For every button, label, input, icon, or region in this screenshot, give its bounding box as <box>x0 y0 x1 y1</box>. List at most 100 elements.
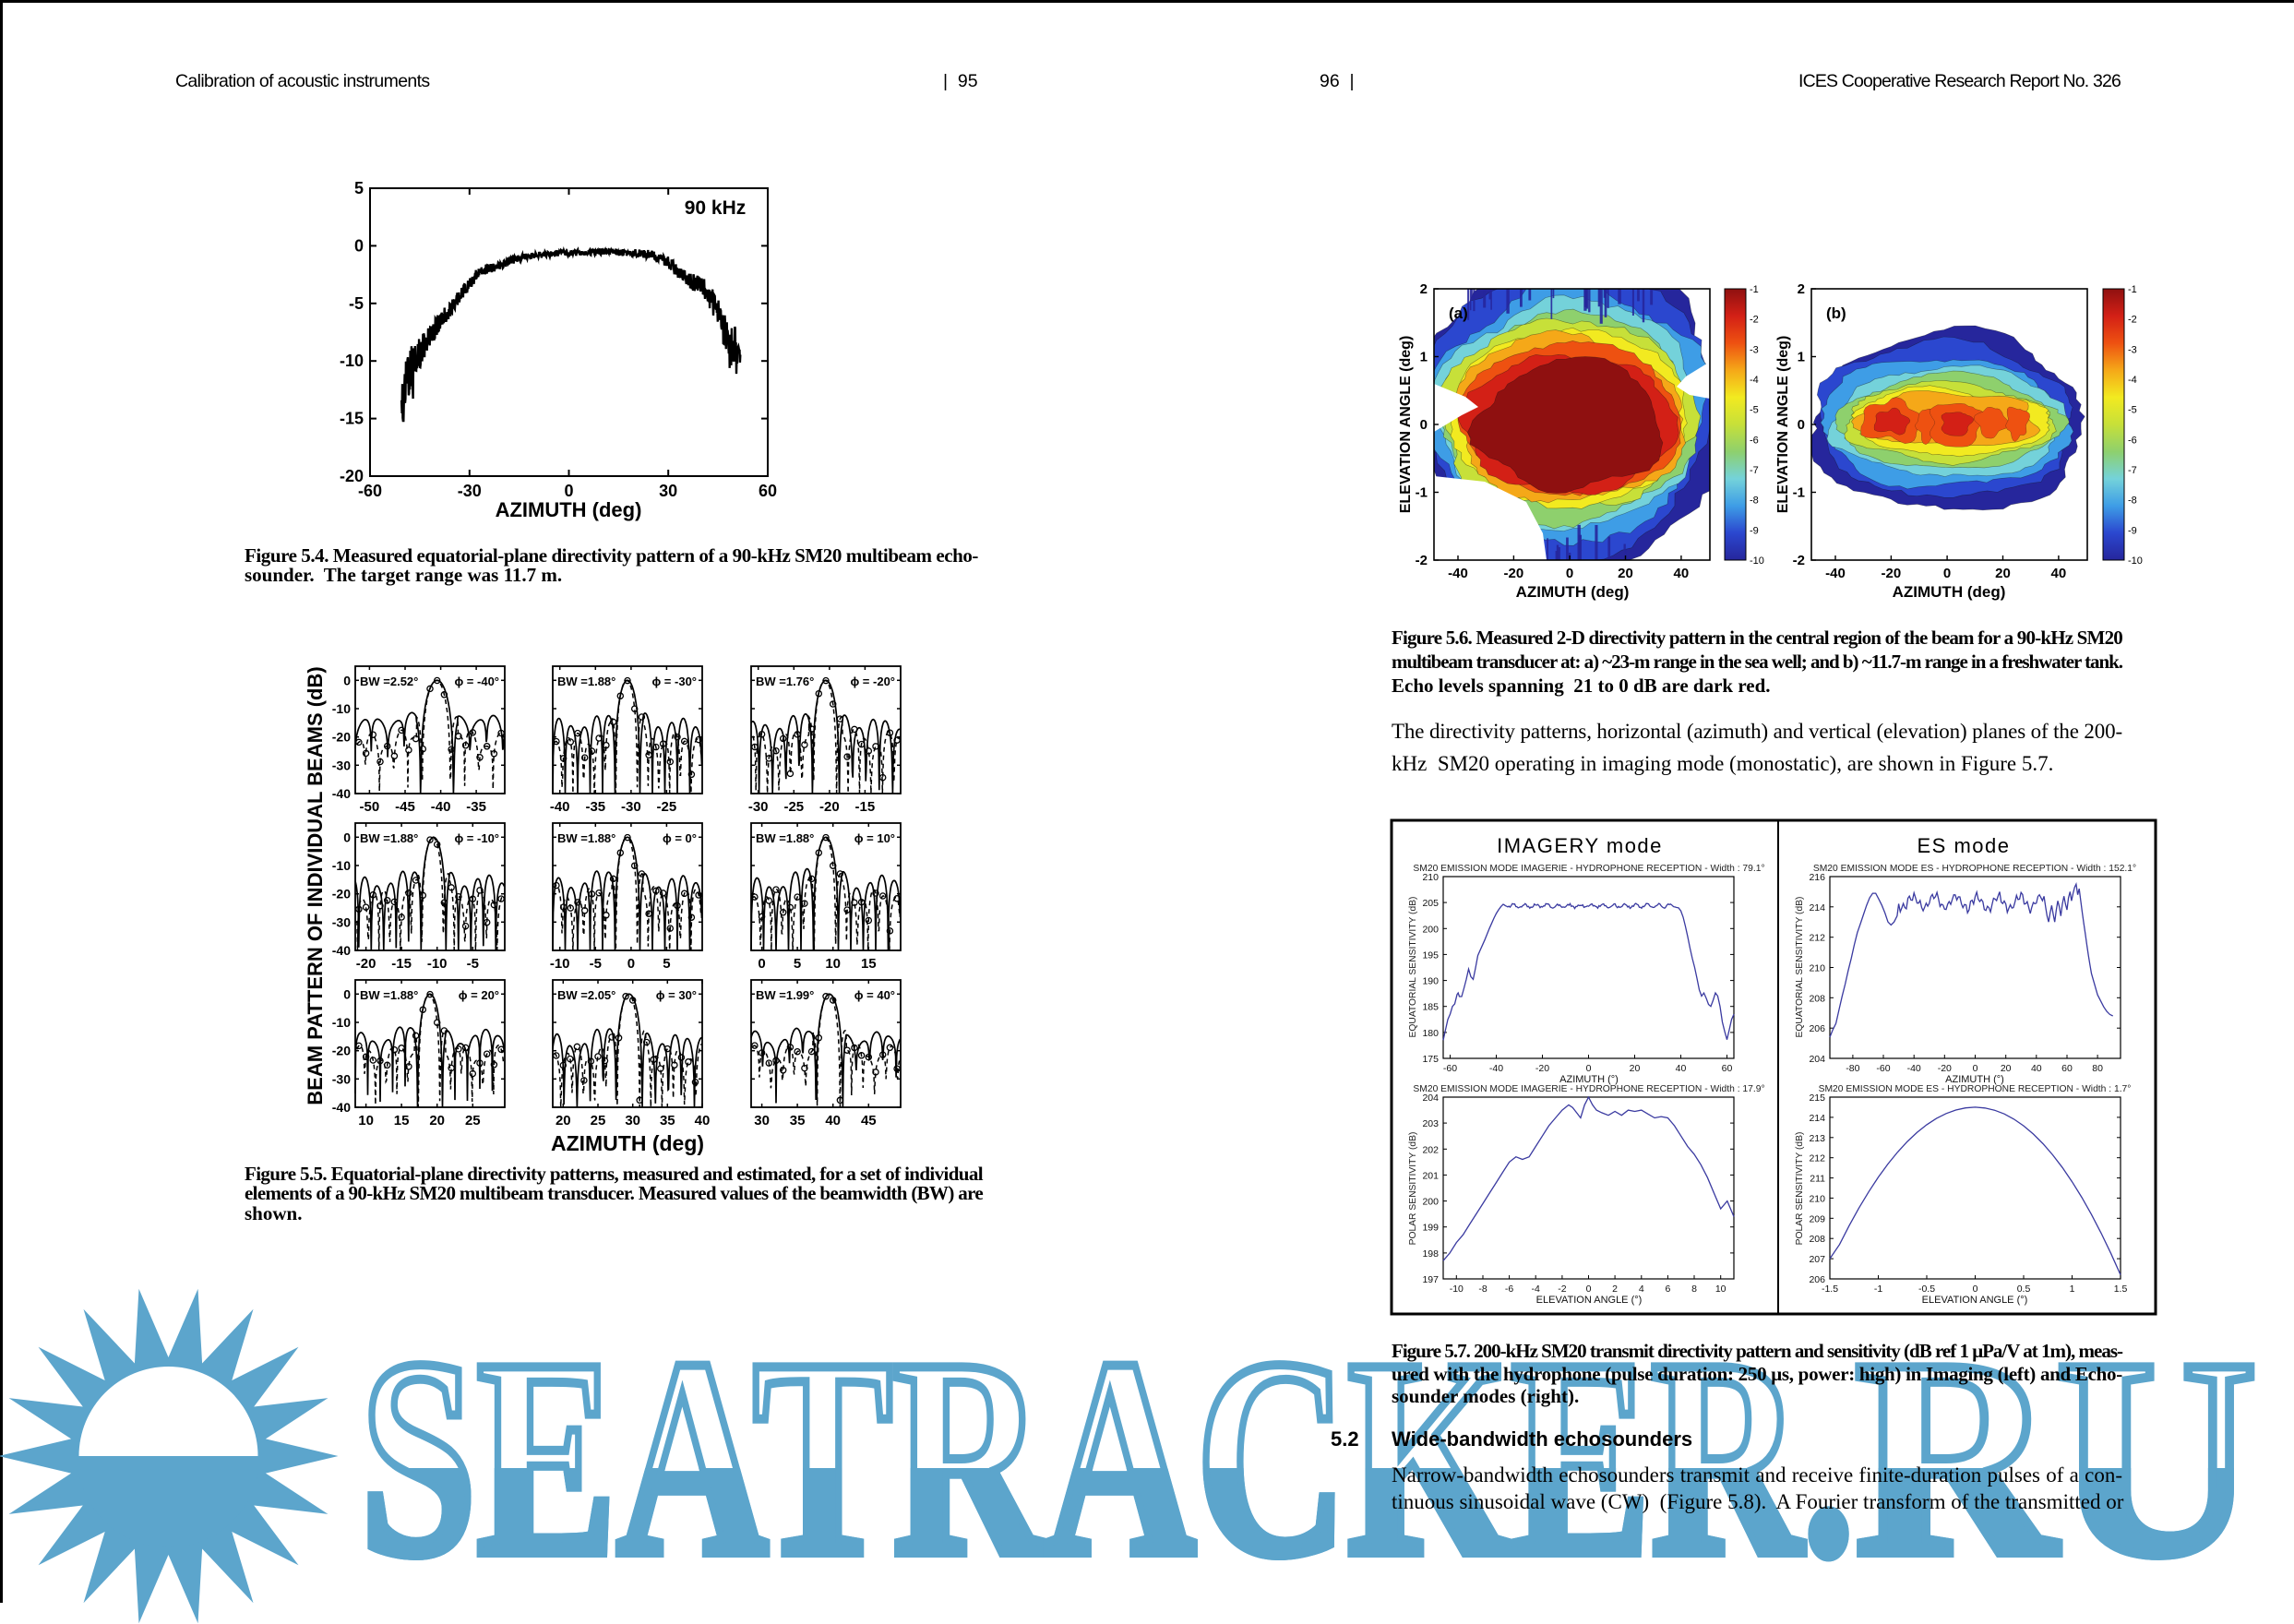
svg-text:-25: -25 <box>657 799 677 815</box>
svg-text:-6: -6 <box>1505 1284 1513 1295</box>
svg-text:SM20 EMISSION MODE IMAGERIE -: SM20 EMISSION MODE IMAGERIE - HYDROPHONE… <box>1413 864 1764 874</box>
svg-text:-40: -40 <box>332 1100 351 1115</box>
svg-text:-15: -15 <box>855 799 876 815</box>
svg-text:25: 25 <box>591 1113 606 1128</box>
svg-text:40: 40 <box>1674 566 1690 581</box>
svg-text:BW =1.88°: BW =1.88° <box>756 831 814 845</box>
svg-text:-60: -60 <box>1443 1063 1457 1074</box>
svg-text:-8: -8 <box>1478 1284 1487 1295</box>
svg-text:ϕ = 0°: ϕ = 0° <box>663 831 697 845</box>
svg-text:ϕ = 30°: ϕ = 30° <box>656 988 697 1002</box>
svg-text:206: 206 <box>1809 1274 1825 1285</box>
svg-text:60: 60 <box>1722 1063 1733 1074</box>
svg-text:-4: -4 <box>1532 1284 1540 1295</box>
svg-text:0: 0 <box>564 482 573 500</box>
svg-text:-50: -50 <box>360 799 380 815</box>
svg-text:205: 205 <box>1422 898 1439 909</box>
svg-text:-20: -20 <box>340 467 364 485</box>
svg-text:-30: -30 <box>621 799 641 815</box>
svg-text:0: 0 <box>627 956 635 972</box>
svg-text:POLAR SENSITIVITY (dB): POLAR SENSITIVITY (dB) <box>1795 1132 1805 1246</box>
svg-text:210: 210 <box>1809 1193 1825 1204</box>
svg-text:-40: -40 <box>1448 566 1468 581</box>
svg-text:35: 35 <box>660 1113 675 1128</box>
svg-text:AZIMUTH (deg): AZIMUTH (deg) <box>1893 583 2006 601</box>
svg-text:0: 0 <box>354 236 364 255</box>
svg-text:80: 80 <box>2092 1063 2103 1074</box>
svg-text:20: 20 <box>2001 1063 2012 1074</box>
svg-text:-30: -30 <box>332 1071 351 1086</box>
svg-text:10: 10 <box>825 956 841 972</box>
svg-text:-60: -60 <box>358 482 382 500</box>
svg-text:BW =1.88°: BW =1.88° <box>557 675 615 688</box>
svg-text:BW =1.88°: BW =1.88° <box>360 831 418 845</box>
svg-text:BW =1.76°: BW =1.76° <box>756 675 814 688</box>
svg-text:212: 212 <box>1809 1153 1825 1164</box>
svg-text:-0.5: -0.5 <box>1918 1284 1935 1295</box>
svg-text:AZIMUTH (deg): AZIMUTH (deg) <box>496 498 642 521</box>
svg-text:-45: -45 <box>395 799 415 815</box>
svg-text:-40: -40 <box>431 799 451 815</box>
svg-text:90 kHz: 90 kHz <box>685 197 747 219</box>
svg-text:20: 20 <box>556 1113 571 1128</box>
svg-text:30: 30 <box>659 482 677 500</box>
svg-text:-20: -20 <box>1938 1063 1952 1074</box>
svg-text:-10: -10 <box>550 956 570 972</box>
svg-text:175: 175 <box>1422 1054 1439 1065</box>
svg-text:ϕ = -20°: ϕ = -20° <box>850 675 895 688</box>
svg-text:208: 208 <box>1809 993 1825 1004</box>
svg-text:15: 15 <box>861 956 877 972</box>
svg-text:-40: -40 <box>1489 1063 1503 1074</box>
svg-text:SM20 EMISSION MODE ES - HYDROP: SM20 EMISSION MODE ES - HYDROPHONE RECEP… <box>1813 864 2136 874</box>
svg-text:-7: -7 <box>1750 465 1759 476</box>
svg-text:BW =1.99°: BW =1.99° <box>756 988 814 1002</box>
svg-text:(a): (a) <box>1449 304 1468 322</box>
svg-text:40: 40 <box>825 1113 841 1128</box>
svg-text:35: 35 <box>790 1113 806 1128</box>
svg-text:AZIMUTH (°): AZIMUTH (°) <box>1559 1074 1619 1085</box>
svg-text:1: 1 <box>1420 350 1428 365</box>
svg-text:ϕ = 20°: ϕ = 20° <box>459 988 499 1002</box>
svg-text:201: 201 <box>1422 1170 1439 1181</box>
svg-text:RU: RU <box>1855 1300 2257 1615</box>
svg-text:0: 0 <box>1420 417 1428 433</box>
svg-text:POLAR SENSITIVITY (dB): POLAR SENSITIVITY (dB) <box>1408 1132 1418 1246</box>
svg-text:-2: -2 <box>1750 315 1759 326</box>
svg-text:20: 20 <box>1618 566 1633 581</box>
svg-text:212: 212 <box>1809 933 1825 944</box>
svg-text:ϕ = -10°: ϕ = -10° <box>454 831 499 845</box>
svg-text:-40: -40 <box>332 943 351 958</box>
svg-text:0: 0 <box>343 986 351 1001</box>
svg-text:-20: -20 <box>332 887 351 902</box>
svg-text:-15: -15 <box>340 410 364 428</box>
svg-text:15: 15 <box>394 1113 410 1128</box>
svg-text:-2: -2 <box>1558 1284 1566 1295</box>
svg-text:SM20 EMISSION MODE IMAGERIE -: SM20 EMISSION MODE IMAGERIE - HYDROPHONE… <box>1413 1084 1764 1094</box>
svg-text:BW =2.05°: BW =2.05° <box>557 988 615 1002</box>
svg-text:-60: -60 <box>1876 1063 1890 1074</box>
svg-text:5: 5 <box>794 956 801 972</box>
svg-text:-9: -9 <box>2128 525 2137 536</box>
svg-text:-40: -40 <box>332 786 351 801</box>
svg-text:2: 2 <box>1798 281 1805 297</box>
svg-text:2: 2 <box>1420 281 1428 297</box>
svg-text:-1: -1 <box>2128 284 2137 295</box>
svg-text:(b): (b) <box>1826 304 1846 322</box>
svg-text:0.5: 0.5 <box>2017 1284 2031 1295</box>
svg-text:BW =1.88°: BW =1.88° <box>557 831 615 845</box>
svg-text:5: 5 <box>354 179 364 197</box>
svg-text:5: 5 <box>663 956 670 972</box>
svg-text:-9: -9 <box>1750 525 1759 536</box>
svg-text:0: 0 <box>1973 1284 1978 1295</box>
svg-text:-1: -1 <box>1416 485 1428 501</box>
svg-text:40: 40 <box>2031 1063 2042 1074</box>
svg-text:SEATRACKER.: SEATRACKER. <box>360 1300 1855 1615</box>
svg-text:-3: -3 <box>1750 344 1759 355</box>
svg-text:200: 200 <box>1422 1197 1439 1208</box>
svg-text:ELEVATION ANGLE (deg): ELEVATION ANGLE (deg) <box>1398 336 1414 514</box>
svg-text:BW =2.52°: BW =2.52° <box>360 675 418 688</box>
svg-text:-4: -4 <box>2128 375 2137 386</box>
svg-text:-30: -30 <box>458 482 482 500</box>
svg-text:-20: -20 <box>332 730 351 745</box>
svg-text:-10: -10 <box>427 956 448 972</box>
